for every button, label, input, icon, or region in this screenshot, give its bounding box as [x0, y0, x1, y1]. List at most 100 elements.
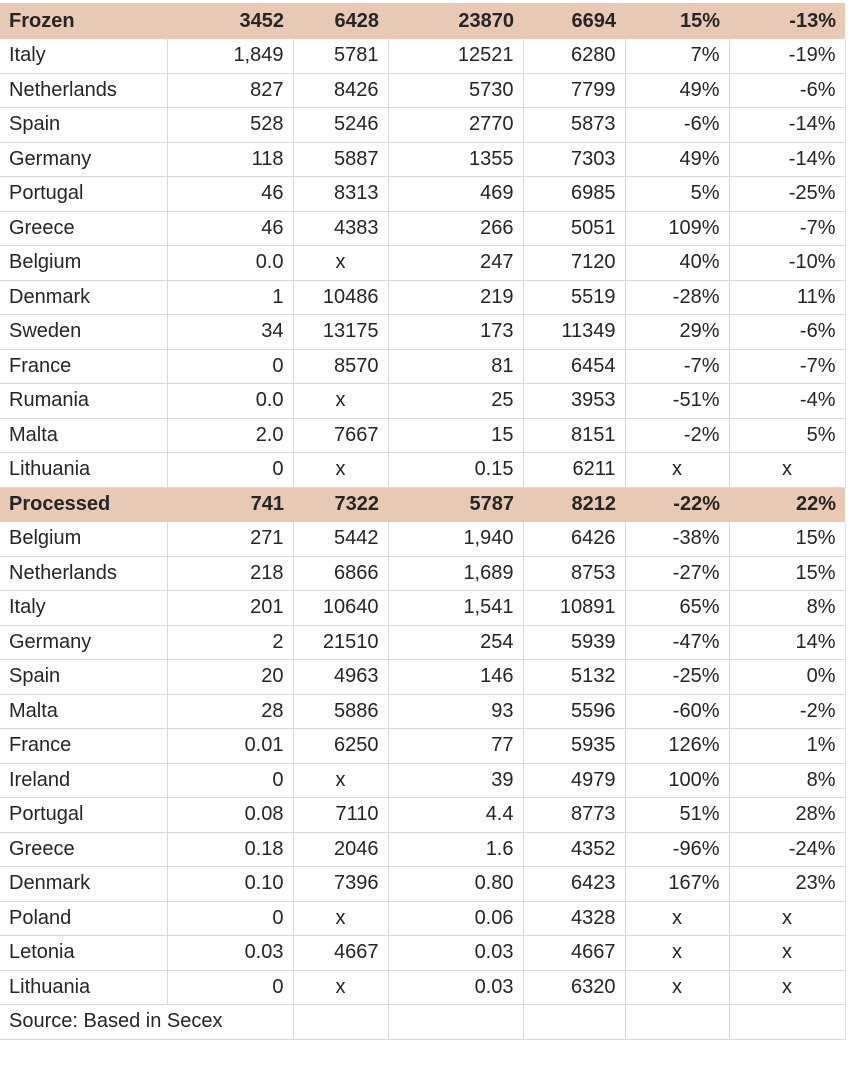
value-cell: x	[293, 970, 389, 1005]
country-cell: Letonia	[0, 935, 168, 971]
value-cell: 7%	[625, 38, 730, 74]
value-cell: 254	[388, 625, 524, 660]
table-row: Netherlands 827 8426 5730 7799 49% -6%	[0, 73, 846, 108]
value-cell: -2%	[625, 418, 730, 453]
value-cell: 5887	[293, 142, 389, 177]
value-cell: 10891	[523, 590, 626, 626]
value-cell: 15%	[729, 521, 846, 557]
value-cell: 8773	[523, 797, 626, 833]
country-cell: Rumania	[0, 383, 168, 419]
value-cell: 2.0	[167, 418, 294, 453]
value-cell: x	[293, 383, 389, 419]
country-cell: Malta	[0, 418, 168, 453]
value-cell: 2	[167, 625, 294, 660]
value-cell: 10640	[293, 590, 389, 626]
value-cell: -25%	[729, 176, 846, 212]
section-total-cell: 6694	[571, 9, 617, 32]
value-cell: 11349	[523, 314, 626, 350]
value-cell: 1355	[388, 142, 524, 177]
value-cell: -2%	[729, 694, 846, 729]
section-header-row: Processed 741 7322 5787 8212 -22% 22%	[0, 487, 845, 522]
country-cell: Ireland	[0, 763, 168, 798]
value-cell: 6426	[523, 521, 626, 557]
value-cell: 8753	[523, 556, 626, 591]
value-cell: 2770	[388, 107, 524, 143]
value-cell: -19%	[729, 38, 846, 74]
value-cell: 5781	[293, 38, 389, 74]
value-cell: 0.08	[167, 797, 294, 833]
value-cell: x	[293, 452, 389, 488]
country-cell: Spain	[0, 659, 168, 695]
country-cell: Lithuania	[0, 970, 168, 1005]
value-cell: 10486	[293, 280, 389, 315]
value-cell: 46	[167, 211, 294, 246]
value-cell: 77	[388, 728, 524, 764]
value-cell: 6454	[523, 349, 626, 384]
value-cell: 6866	[293, 556, 389, 591]
section-total-cell: -22%	[673, 493, 720, 515]
value-cell: 247	[388, 245, 524, 281]
country-cell: Greece	[0, 832, 168, 867]
value-cell: 8%	[729, 763, 846, 798]
value-cell: 40%	[625, 245, 730, 281]
value-cell: 29%	[625, 314, 730, 350]
country-cell: Germany	[0, 142, 168, 177]
value-cell: 0.06	[388, 901, 524, 936]
value-cell: 0.03	[388, 935, 524, 971]
value-cell: x	[293, 763, 389, 798]
value-cell: 0.0	[167, 245, 294, 281]
value-cell: -27%	[625, 556, 730, 591]
value-cell: 266	[388, 211, 524, 246]
section-total-cell: 22%	[795, 493, 836, 515]
value-cell: -7%	[729, 211, 846, 246]
value-cell: 167%	[625, 866, 730, 902]
value-cell: 6250	[293, 728, 389, 764]
value-cell: -51%	[625, 383, 730, 419]
value-cell: 6211	[523, 452, 626, 488]
country-cell: France	[0, 349, 168, 384]
table-row: Denmark 1 10486 219 5519 -28% 11%	[0, 280, 846, 315]
value-cell: 6280	[523, 38, 626, 74]
value-cell: 6320	[523, 970, 626, 1005]
value-cell: -10%	[729, 245, 846, 281]
section-total-cell: 8212	[571, 493, 617, 515]
value-cell: -14%	[729, 142, 846, 177]
country-cell: Portugal	[0, 797, 168, 833]
table-row: Poland 0 x 0.06 4328 x x	[0, 901, 846, 936]
value-cell: 7667	[293, 418, 389, 453]
value-cell: 0.01	[167, 728, 294, 764]
value-cell: -38%	[625, 521, 730, 557]
value-cell: 15%	[729, 556, 846, 591]
value-cell: 5939	[523, 625, 626, 660]
value-cell: 7396	[293, 866, 389, 902]
value-cell: 218	[167, 556, 294, 591]
value-cell: 21510	[293, 625, 389, 660]
value-cell: 8426	[293, 73, 389, 108]
table-row: France 0.01 6250 77 5935 126% 1%	[0, 728, 846, 764]
value-cell: -6%	[729, 73, 846, 108]
value-cell: -4%	[729, 383, 846, 419]
section-total-cell: 15%	[679, 9, 720, 32]
value-cell: -6%	[729, 314, 846, 350]
value-cell: 4667	[293, 935, 389, 971]
country-cell: Netherlands	[0, 556, 168, 591]
country-cell: Denmark	[0, 866, 168, 902]
empty-cell	[388, 1004, 524, 1040]
value-cell: 4328	[523, 901, 626, 936]
value-cell: 0.80	[388, 866, 524, 902]
value-cell: 46	[167, 176, 294, 212]
value-cell: 1,541	[388, 590, 524, 626]
value-cell: 5132	[523, 659, 626, 695]
table-row: Letonia 0.03 4667 0.03 4667 x x	[0, 935, 846, 971]
value-cell: -7%	[729, 349, 846, 384]
section-header-row: Frozen 3452 6428 23870 6694 15% -13%	[0, 4, 845, 39]
value-cell: 81	[388, 349, 524, 384]
value-cell: 5051	[523, 211, 626, 246]
empty-cell	[625, 1004, 730, 1040]
value-cell: 0.10	[167, 866, 294, 902]
table-row: Portugal 0.08 7110 4.4 8773 51% 28%	[0, 797, 846, 833]
value-cell: x	[729, 935, 846, 971]
table-row: Italy 1,849 5781 12521 6280 7% -19%	[0, 38, 846, 74]
table-row: Lithuania 0 x 0.03 6320 x x	[0, 970, 846, 1005]
value-cell: 0.0	[167, 383, 294, 419]
